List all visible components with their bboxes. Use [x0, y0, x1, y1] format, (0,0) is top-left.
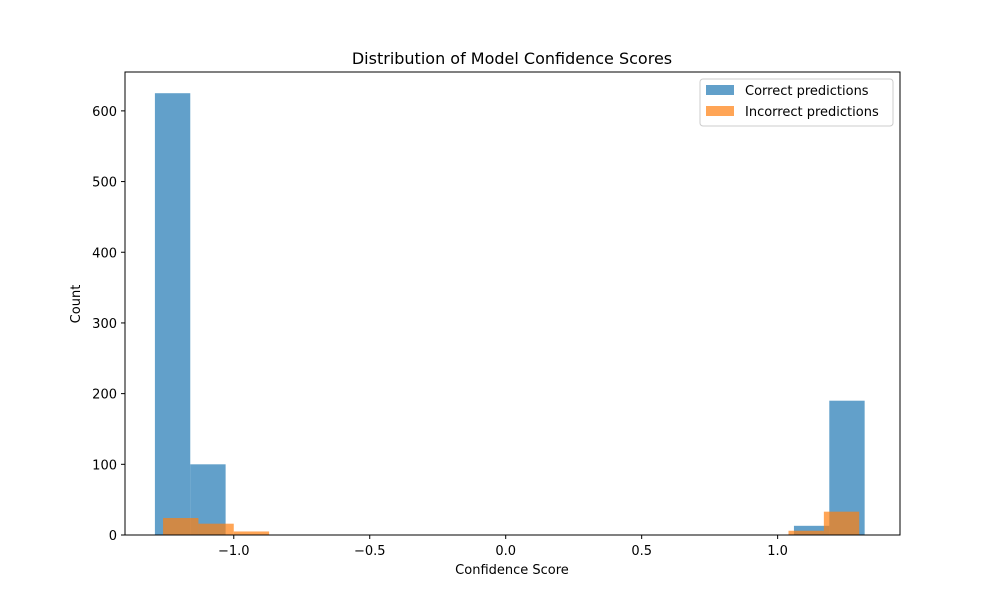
- x-tick-label-1: −0.5: [354, 544, 386, 559]
- histogram-bar-s1-b0: [163, 518, 199, 535]
- chart-title: Distribution of Model Confidence Scores: [352, 49, 672, 68]
- histogram-bar-s0-b2: [793, 525, 830, 535]
- y-tick-label-5: 500: [92, 176, 117, 191]
- y-axis-label: Count: [69, 285, 84, 324]
- y-tick-label-0: 0: [109, 529, 117, 544]
- bars-layer: [154, 93, 865, 535]
- x-tick-label-4: 1.0: [767, 544, 788, 559]
- legend-box: [699, 78, 894, 127]
- y-tick-label-6: 600: [92, 105, 117, 120]
- x-tick-label-2: 0.0: [495, 544, 516, 559]
- histogram-bar-s0-b0: [154, 93, 191, 535]
- legend-swatch-correct: [706, 85, 734, 95]
- y-axis: 0 100 200 300 400 500 600: [92, 105, 125, 544]
- legend-label-incorrect: Incorrect predictions: [745, 105, 879, 120]
- legend-label-correct: Correct predictions: [745, 84, 869, 99]
- x-tick-label-0: −1.0: [218, 544, 250, 559]
- x-tick-label-3: 0.5: [631, 544, 652, 559]
- plot-frame: [124, 71, 901, 536]
- x-axis: −1.0 −0.5 0.0 0.5 1.0: [218, 535, 788, 559]
- histogram-bar-s1-b3: [788, 530, 824, 535]
- histogram-bar-s1-b1: [198, 523, 234, 535]
- histogram-bar-s1-b2: [233, 531, 270, 535]
- legend-swatch-incorrect: [706, 106, 734, 116]
- y-tick-label-2: 200: [92, 388, 117, 403]
- legend: Correct predictions Incorrect prediction…: [699, 78, 894, 127]
- y-tick-label-4: 400: [92, 246, 117, 261]
- y-tick-label-1: 100: [92, 458, 117, 473]
- y-tick-label-3: 300: [92, 317, 117, 332]
- x-axis-label: Confidence Score: [455, 563, 569, 578]
- histogram-bar-s1-b4: [823, 511, 860, 535]
